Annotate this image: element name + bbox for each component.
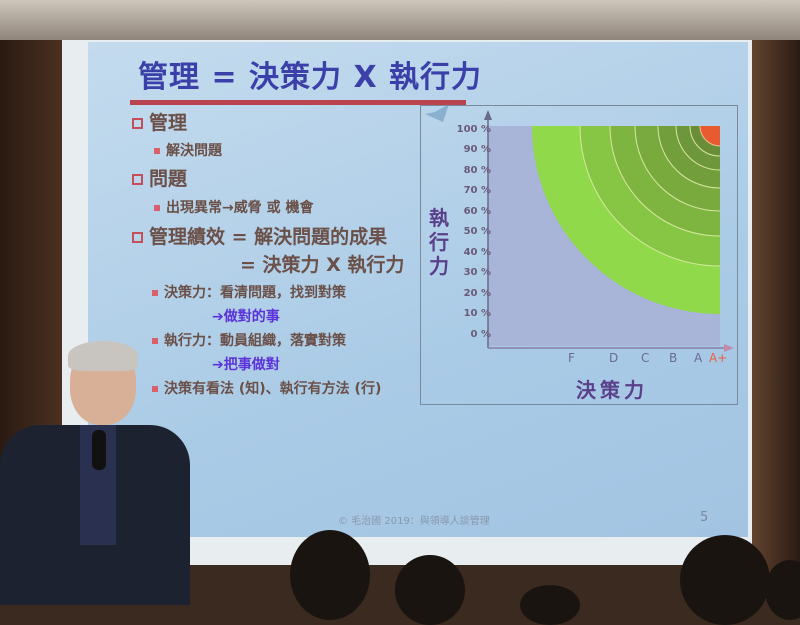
bullet: ➔做對的事 — [212, 309, 280, 325]
bullet: 管理績效 = 解決問題的成果 — [132, 222, 387, 249]
audience-head — [290, 530, 370, 620]
bullet: 決策有看法 (知)、執行有方法 (行) — [152, 378, 381, 398]
x-tick: D — [609, 351, 619, 365]
x-axis-label: 決策力 — [576, 378, 648, 402]
bullet: 問題 — [132, 164, 187, 191]
bullet: ➔把事做對 — [212, 357, 280, 373]
x-tick: B — [669, 351, 678, 365]
audience-head — [680, 535, 770, 625]
y-tick: 70 % — [463, 185, 491, 196]
bullet: 決策力：看清問題，找到對策 — [152, 282, 346, 302]
presenter — [0, 341, 200, 605]
plot-area — [488, 126, 720, 346]
slide: 管理 = 決策力 X 執行力 管理 解決問題 問題 出現異常→威脅 或 機會 管… — [88, 42, 748, 537]
bullet: 出現異常→威脅 或 機會 — [154, 197, 313, 217]
x-tick: A — [694, 351, 703, 365]
bullet: 管理 — [132, 108, 187, 135]
bullet: 解決問題 — [154, 140, 222, 160]
microphone — [92, 430, 106, 470]
page-number: 5 — [700, 510, 709, 525]
audience-head — [395, 555, 465, 625]
title-underline — [130, 100, 466, 105]
bullet: = 決策力 X 執行力 — [240, 254, 405, 276]
y-axis-label: 執行力 — [429, 206, 449, 278]
y-tick: 90 % — [463, 144, 491, 155]
y-tick: 30 % — [463, 267, 491, 278]
y-tick: 50 % — [463, 226, 491, 237]
y-tick: 40 % — [463, 247, 491, 258]
y-tick: 20 % — [463, 288, 491, 299]
x-tick: C — [641, 351, 650, 365]
y-tick: 100 % — [456, 124, 491, 135]
y-tick: 0 % — [470, 329, 491, 340]
top-zone — [699, 126, 720, 147]
y-tick: 80 % — [463, 165, 491, 176]
ceiling — [0, 0, 800, 40]
x-tick: F — [568, 351, 575, 365]
wall-right — [745, 40, 800, 600]
bullet: 執行力：動員組織，落實對策 — [152, 330, 346, 350]
slide-title: 管理 = 決策力 X 執行力 — [138, 60, 483, 95]
decision-execution-chart: 100 % 90 % 80 % 70 % 60 % 50 % 40 % 30 %… — [420, 105, 738, 405]
audience-head — [520, 585, 580, 625]
axes — [425, 106, 734, 352]
y-tick: 10 % — [463, 308, 491, 319]
zone-rings — [532, 126, 720, 314]
slide-footer: © 毛治國 2019：與領導人談管理 — [338, 516, 490, 527]
x-tick: A+ — [709, 351, 728, 365]
y-tick: 60 % — [463, 206, 491, 217]
